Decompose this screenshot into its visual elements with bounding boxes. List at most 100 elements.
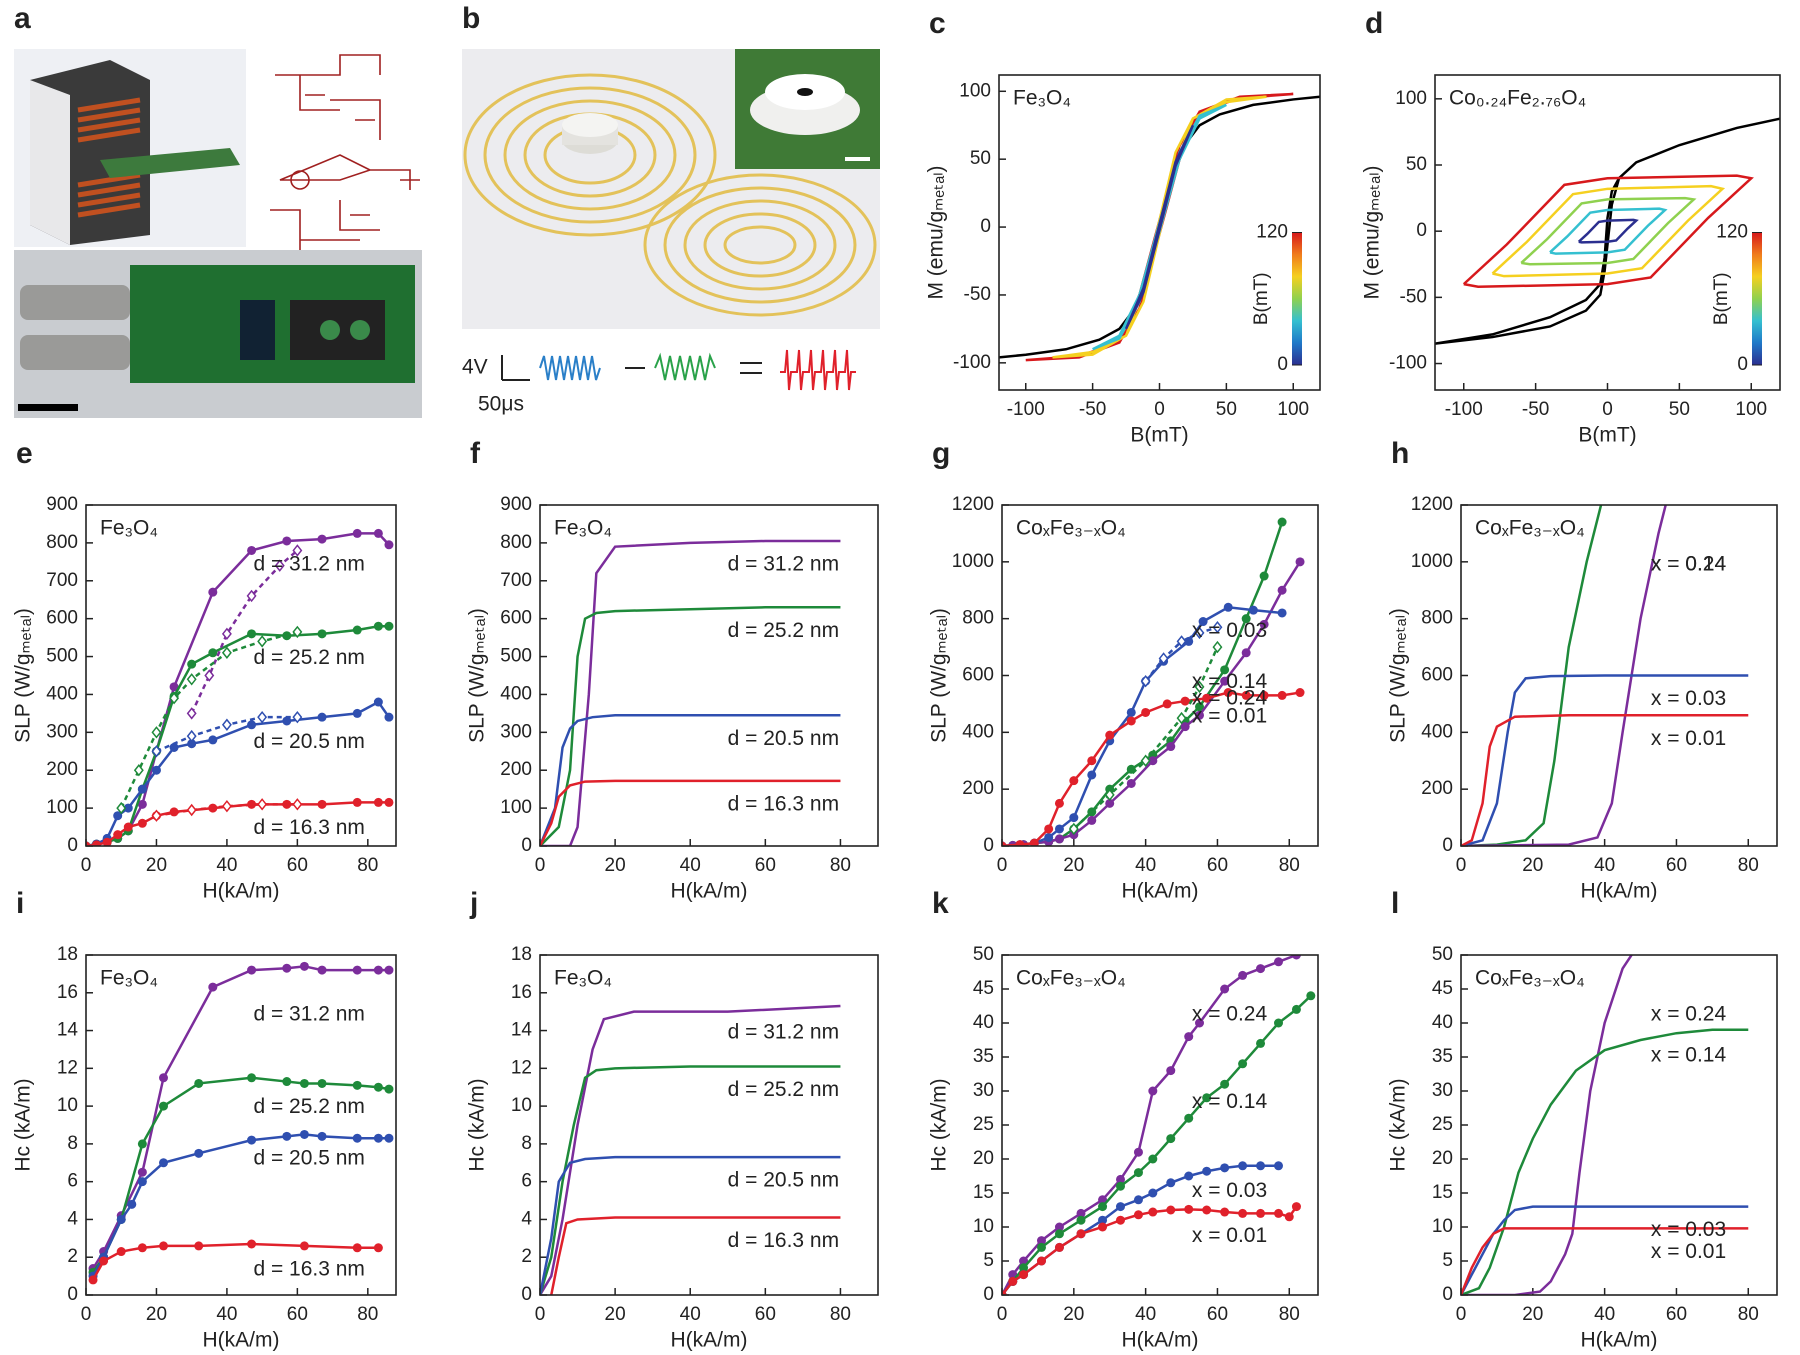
point bbox=[1076, 1229, 1086, 1239]
point bbox=[1148, 1188, 1158, 1198]
plot-frame bbox=[1001, 504, 1319, 847]
chart: g 0 200 400 600 800 1000 1200 0 20 40 60 80 H(kA/m) SL… bbox=[928, 437, 1319, 903]
point bbox=[1105, 730, 1115, 740]
point bbox=[1256, 964, 1266, 974]
y-tick-label: -50 bbox=[1400, 286, 1427, 307]
y-tick-label: 100 bbox=[500, 797, 532, 818]
point bbox=[1195, 702, 1204, 712]
series-label: x = 0.03 bbox=[1651, 1218, 1726, 1241]
y-tick-label: 20 bbox=[973, 1148, 994, 1169]
point bbox=[99, 1256, 109, 1266]
point bbox=[137, 1243, 147, 1253]
point bbox=[102, 837, 112, 846]
x-tick-label: 0 bbox=[1456, 1304, 1467, 1325]
point bbox=[1256, 1161, 1266, 1171]
chart: i 0 2 4 6 8 10 12 14 16 18 0 20 40 60 80 H(kA/m) Hc (kA/m… bbox=[12, 887, 397, 1352]
point bbox=[208, 735, 218, 745]
point bbox=[282, 799, 292, 809]
y-tick-label: 800 bbox=[500, 532, 532, 553]
plot-area bbox=[540, 1004, 841, 1295]
x-tick-label: 0 bbox=[535, 1304, 546, 1325]
point bbox=[1069, 776, 1079, 786]
point bbox=[186, 729, 197, 743]
y-tick-label: 0 bbox=[983, 1284, 994, 1305]
y-tick-label: 15 bbox=[973, 1182, 994, 1203]
y-tick-label: 0 bbox=[1416, 220, 1427, 241]
point bbox=[1105, 798, 1115, 808]
point bbox=[137, 799, 147, 809]
point bbox=[1069, 813, 1079, 823]
series-line bbox=[550, 1216, 841, 1295]
x-tick-label: 20 bbox=[1063, 1304, 1084, 1325]
y-tick-label: 50 bbox=[1432, 944, 1453, 965]
series-line bbox=[1520, 196, 1697, 266]
point bbox=[1274, 1018, 1283, 1028]
chart-title: Fe₃O₄ bbox=[100, 517, 158, 540]
point bbox=[1002, 1290, 1007, 1295]
point bbox=[1148, 1086, 1158, 1096]
x-tick-label: 60 bbox=[1666, 855, 1687, 876]
y-tick-label: 16 bbox=[57, 982, 78, 1003]
y-tick-label: 6 bbox=[67, 1171, 78, 1192]
colorbar-tick-label: 120 bbox=[1716, 222, 1748, 243]
y-tick-label: 50 bbox=[973, 944, 994, 965]
x-tick-label: 80 bbox=[1279, 1304, 1300, 1325]
plot-area bbox=[1002, 955, 1316, 1295]
point bbox=[1274, 1208, 1283, 1218]
x-tick-label: 40 bbox=[1135, 855, 1156, 876]
y-tick-label: 100 bbox=[46, 797, 78, 818]
x-tick-label: 80 bbox=[830, 1304, 851, 1325]
series-label: x = 0.01 bbox=[1651, 1240, 1726, 1263]
point bbox=[384, 1133, 394, 1143]
y-axis-label: SLP (W/gₘₑₜₐₗ) bbox=[12, 608, 35, 743]
y-tick-label: 4 bbox=[67, 1208, 78, 1229]
point bbox=[1291, 1202, 1301, 1212]
series-line bbox=[540, 714, 841, 846]
x-tick-label: 40 bbox=[216, 1304, 237, 1325]
point bbox=[113, 830, 123, 840]
plot-area bbox=[1461, 505, 1749, 846]
y-axis-label: Hc (kA/m) bbox=[928, 1078, 951, 1171]
point bbox=[317, 799, 327, 809]
series-label: x = 0.01 bbox=[1192, 1224, 1267, 1247]
x-tick-label: -50 bbox=[1522, 399, 1549, 420]
point bbox=[292, 544, 303, 557]
y-axis-label: Hc (kA/m) bbox=[466, 1078, 489, 1171]
point bbox=[1037, 1236, 1046, 1246]
point bbox=[133, 764, 144, 777]
x-tick-label: 20 bbox=[1063, 855, 1084, 876]
point bbox=[352, 708, 362, 718]
x-tick-label: 100 bbox=[1735, 399, 1767, 420]
y-tick-label: 5 bbox=[1442, 1250, 1453, 1271]
point bbox=[292, 710, 303, 724]
series-line bbox=[86, 532, 390, 846]
point bbox=[204, 669, 215, 682]
y-tick-label: 500 bbox=[46, 646, 78, 667]
point bbox=[373, 797, 383, 807]
point bbox=[246, 589, 257, 603]
point bbox=[384, 712, 394, 722]
x-tick-label: 40 bbox=[680, 855, 701, 876]
series-line bbox=[91, 1242, 379, 1281]
point bbox=[151, 726, 162, 739]
point bbox=[1158, 652, 1169, 665]
series-label: d = 31.2 nm bbox=[728, 1020, 840, 1043]
panel-label: l bbox=[1391, 887, 1399, 920]
series-line bbox=[1124, 124, 1195, 330]
y-tick-label: 400 bbox=[46, 683, 78, 704]
chart-title: CoₓFe₃₋ₓO₄ bbox=[1016, 517, 1126, 540]
point bbox=[1176, 711, 1187, 725]
point bbox=[1241, 648, 1251, 658]
chart: c -100 -50 0 50 100 -100 -50 0 50 100 B(mT) M (emu/g… bbox=[925, 7, 1321, 447]
point bbox=[1256, 1208, 1266, 1218]
plot-frame bbox=[1460, 954, 1778, 1296]
y-tick-label: 0 bbox=[521, 1284, 532, 1305]
point bbox=[159, 1073, 168, 1083]
y-tick-label: 0 bbox=[983, 835, 994, 856]
point bbox=[247, 965, 257, 975]
point bbox=[1180, 722, 1190, 732]
chart-title: Fe₃O₄ bbox=[554, 967, 612, 990]
y-tick-label: -100 bbox=[1389, 353, 1427, 374]
point bbox=[116, 1214, 126, 1224]
